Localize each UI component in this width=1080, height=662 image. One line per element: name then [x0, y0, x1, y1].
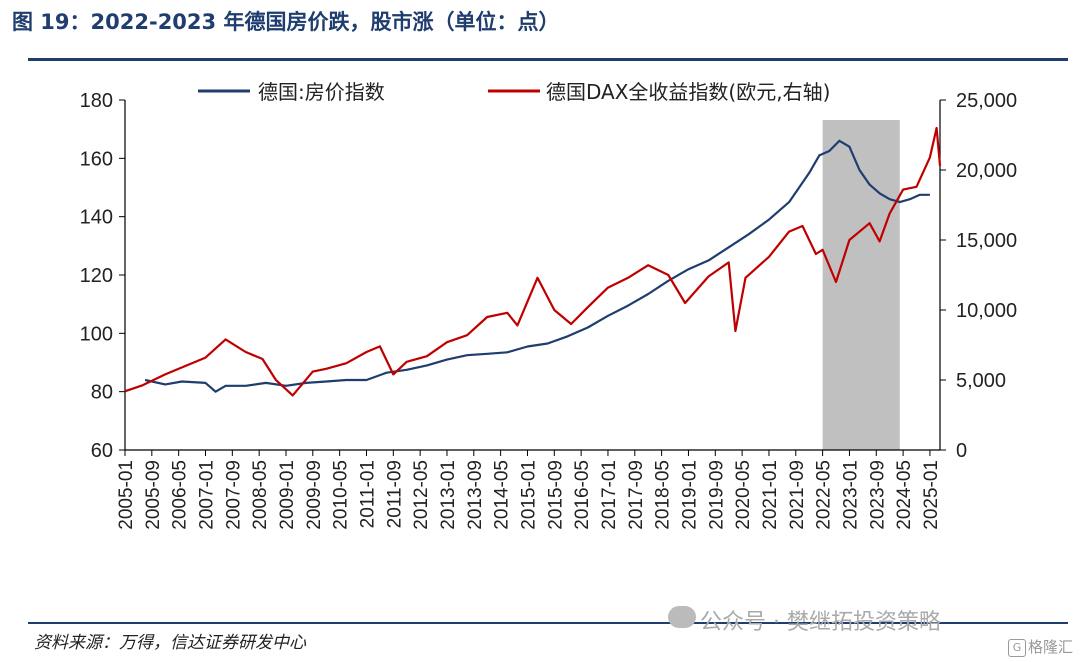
right-tick-label: 20,000 — [956, 160, 1017, 182]
left-tick-label: 180 — [80, 90, 113, 112]
right-tick-label: 0 — [956, 440, 967, 462]
legend-label-dax: 德国DAX全收益指数(欧元,右轴) — [546, 80, 830, 104]
x-tick-label: 2017-01 — [599, 460, 620, 530]
right-tick-label: 10,000 — [956, 300, 1017, 322]
right-tick-label: 15,000 — [956, 230, 1017, 252]
left-tick-label: 80 — [91, 382, 113, 404]
x-tick-label: 2017-09 — [626, 460, 647, 530]
left-tick-label: 100 — [80, 323, 113, 345]
x-tick-label: 2014-05 — [492, 460, 513, 530]
right-tick-label: 5,000 — [956, 370, 1006, 392]
x-tick-label: 2010-05 — [331, 460, 352, 530]
house-price-line — [144, 139, 930, 393]
x-tick-label: 2006-05 — [170, 460, 191, 530]
left-tick-label: 160 — [80, 148, 113, 170]
x-tick-label: 2019-01 — [679, 460, 700, 530]
legend-label-house: 德国:房价指数 — [258, 80, 385, 104]
wechat-icon — [668, 606, 696, 628]
x-tick-label: 2021-09 — [787, 460, 808, 530]
x-tick-label: 2013-01 — [438, 460, 459, 530]
x-tick-label: 2022-05 — [814, 460, 835, 530]
x-tick-label: 2005-09 — [143, 460, 164, 530]
x-tick-label: 2007-09 — [223, 460, 244, 530]
x-tick-label: 2015-01 — [518, 460, 539, 530]
brand-icon: G — [1008, 638, 1026, 657]
x-tick-label: 2024-05 — [894, 460, 915, 530]
source-note: 资料来源：万得，信达证券研发中心 — [34, 633, 306, 653]
x-tick-label: 2025-01 — [921, 460, 942, 530]
bottom-rule — [28, 622, 1068, 624]
x-tick-label: 2005-01 — [116, 460, 137, 530]
chart-title: 图 19：2022-2023 年德国房价跌，股市涨（单位：点） — [12, 10, 560, 34]
x-tick-label: 2011-09 — [384, 460, 405, 528]
x-tick-label: 2023-01 — [840, 460, 861, 530]
x-tick-label: 2007-01 — [196, 460, 217, 530]
x-tick-label: 2016-05 — [572, 460, 593, 530]
x-tick-label: 2013-09 — [465, 460, 486, 530]
x-tick-label: 2012-05 — [411, 460, 432, 530]
x-tick-label: 2023-09 — [867, 460, 888, 530]
x-tick-label: 2008-05 — [250, 460, 271, 530]
x-tick-label: 2020-05 — [733, 460, 754, 530]
x-tick-label: 2021-01 — [760, 460, 781, 530]
left-tick-label: 60 — [91, 440, 113, 462]
x-tick-label: 2009-09 — [304, 460, 325, 530]
top-rule — [28, 58, 1068, 61]
x-tick-label: 2019-09 — [706, 460, 727, 530]
right-tick-label: 25,000 — [956, 90, 1017, 112]
left-tick-label: 140 — [80, 207, 113, 229]
dax-line — [124, 126, 942, 397]
brand-logo: G 格隆汇 — [1008, 636, 1073, 657]
x-tick-label: 2015-09 — [545, 460, 566, 530]
left-tick-label: 120 — [80, 265, 113, 287]
watermark: 公众号 · 樊继拓投资策略 — [700, 610, 941, 635]
x-tick-label: 2018-05 — [653, 460, 674, 530]
x-tick-label: 2009-01 — [277, 460, 298, 530]
shaded-period — [822, 120, 900, 450]
x-tick-label: 2011-01 — [357, 460, 378, 528]
legend: 德国:房价指数 德国DAX全收益指数(欧元,右轴) — [198, 80, 830, 104]
brand-name: 格隆汇 — [1028, 638, 1074, 656]
